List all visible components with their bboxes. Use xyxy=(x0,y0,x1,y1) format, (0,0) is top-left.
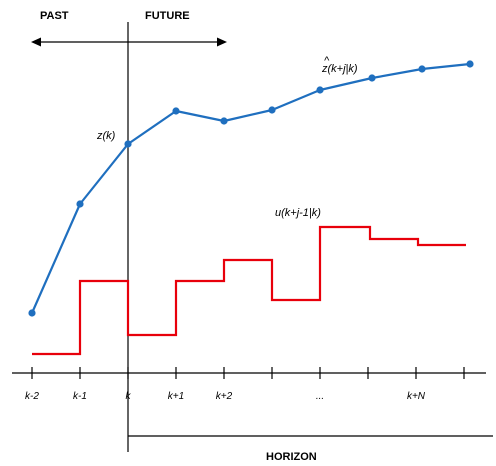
predicted-output-hat: ^ xyxy=(324,55,330,67)
output-trajectory-series xyxy=(30,62,471,314)
tick-label: ... xyxy=(316,391,324,402)
output-point xyxy=(76,200,84,208)
horizon-label: HORIZON xyxy=(266,451,317,463)
output-point xyxy=(466,60,474,68)
tick-marks xyxy=(31,367,465,379)
right-arrowhead-icon xyxy=(217,37,227,47)
tick-label: k xyxy=(126,391,132,402)
past-label: PAST xyxy=(40,10,69,22)
output-point xyxy=(268,106,276,114)
output-point xyxy=(220,117,228,125)
output-points xyxy=(28,60,474,317)
predicted-output-label: z(k+j|k) xyxy=(321,63,358,75)
input-step-series xyxy=(32,225,466,356)
tick-label: k-1 xyxy=(73,391,87,402)
output-point xyxy=(368,74,376,82)
output-point xyxy=(172,107,180,115)
output-point xyxy=(124,140,132,148)
current-output-label: z(k) xyxy=(96,130,116,142)
tick-label: k+2 xyxy=(216,391,233,402)
output-point xyxy=(418,65,426,73)
output-point xyxy=(316,86,324,94)
tick-label: k+1 xyxy=(168,391,184,402)
left-arrowhead-icon xyxy=(31,37,41,47)
tick-label: k-2 xyxy=(25,391,39,402)
output-point xyxy=(28,309,36,317)
future-label: FUTURE xyxy=(145,10,190,22)
tick-labels: k-2 k-1 k k+1 k+2... k+N xyxy=(25,391,426,402)
tick-label: k+N xyxy=(407,391,426,402)
input-sequence-label: u(k+j-1|k) xyxy=(275,207,321,219)
past-future-arrow xyxy=(31,37,227,47)
